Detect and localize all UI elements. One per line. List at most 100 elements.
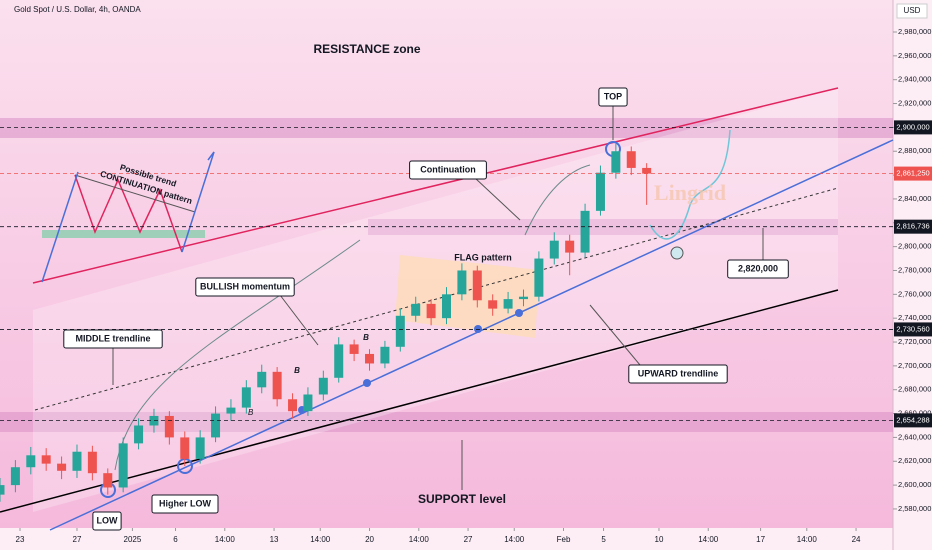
callout-line [589,304,641,366]
x-tick-label: 14:00 [698,535,719,544]
candle-body [10,467,20,486]
candle-body [334,344,344,378]
candle-body [288,399,298,412]
candle-body [26,455,36,468]
annotation-box [598,87,628,107]
pattern-line [74,174,196,213]
projection-path [649,129,731,240]
x-tick-label: 20 [365,535,374,544]
annotation-label: UPWARD trendline [638,368,719,378]
candle-body [426,303,436,319]
y-tick-label: 2,760,000 [898,289,931,298]
x-tick-label: 14:00 [797,535,818,544]
candle-body [195,437,205,459]
annotation-box [628,364,728,384]
chart-title: Gold Spot / U.S. Dollar, 4h, OANDA [14,5,141,14]
candle-body [272,371,282,400]
annotation-box [195,277,295,297]
x-tick-label: 14:00 [409,535,430,544]
resistance-zone [0,118,893,138]
candle-body [395,315,405,347]
y-tick-label: 2,620,000 [898,456,931,465]
candle-body [41,455,51,464]
y-tick-label: 2,800,000 [898,242,931,251]
candle-body [611,151,621,173]
candle-body [257,371,267,388]
x-tick-label: 24 [852,535,861,544]
annotation-label: Continuation [420,164,476,174]
touch-dot [515,309,523,317]
x-tick-label: 17 [756,535,765,544]
x-tick-label: 10 [655,535,664,544]
y-tick-label: 2,840,000 [898,194,931,203]
y-tick-label: 2,720,000 [898,337,931,346]
annotation-label: Higher LOW [159,498,212,508]
candle-body [565,240,575,253]
candle-body [472,270,482,301]
price-label: 2,654,288 [896,415,929,424]
price-label: 2,816,736 [896,222,929,231]
x-tick-label: 2025 [124,535,142,544]
price-label: 2,900,000 [896,122,929,131]
candle-body [349,344,359,354]
price-label-box [894,413,932,428]
candle-body [580,210,590,253]
y-tick-label: 2,680,000 [898,385,931,394]
unit-label: USD [904,6,921,15]
candle-body [318,377,328,395]
momentum-curve [114,239,361,471]
annotation-label: 2,820,000 [738,263,778,273]
annotation-box [727,259,789,279]
annotation-label: B [248,408,254,417]
candle-body [365,353,375,364]
pattern-arrow [181,151,215,253]
candle-body [595,172,605,211]
candle-body [0,485,5,495]
annotation-label: TOP [604,91,622,101]
candle-body [411,303,421,316]
y-tick-label: 2,940,000 [898,75,931,84]
candle-body [503,299,513,309]
x-tick-label: 27 [464,535,473,544]
annotation-box [92,511,122,531]
y-tick-label: 2,600,000 [898,480,931,489]
pattern-band [42,230,205,238]
y-tick-label: 2,740,000 [898,313,931,322]
annotation-label: Lingrid [654,180,726,205]
candle-body [118,443,128,488]
annotation-label: FLAG pattern [454,252,512,262]
candle-body [211,413,221,438]
upward-trendline [49,139,894,531]
candle-body [164,415,174,438]
y-tick-label: 2,660,000 [898,409,931,418]
candle-body [226,407,236,414]
price-label-box [894,166,932,181]
candle-body [518,296,528,300]
annotation-label: MIDDLE trendline [75,333,150,343]
unit-box [896,3,928,19]
touch-dot [363,379,371,387]
price-label-box [894,120,932,135]
annotation-label: SUPPORT level [418,492,506,506]
annotation-label: B [363,333,369,342]
y-tick-label: 2,880,000 [898,146,931,155]
candle-body [134,425,144,444]
price-label: 2,730,560 [896,324,929,333]
candle-body [626,151,636,168]
candle-body [457,270,467,295]
x-tick-label: 23 [16,535,25,544]
y-tick-label: 2,780,000 [898,265,931,274]
annotation-label: LOW [97,515,118,525]
x-tick-label: 6 [173,535,178,544]
y-tick-label: 2,700,000 [898,361,931,370]
y-tick-label: 2,640,000 [898,432,931,441]
touch-dot [474,325,482,333]
x-tick-label: 14:00 [504,535,525,544]
x-tick-label: 27 [73,535,82,544]
candle-body [87,451,97,474]
candle-body [72,451,82,471]
candle-body [380,346,390,364]
price-axis-background [893,0,932,550]
x-tick-label: Feb [557,535,571,544]
